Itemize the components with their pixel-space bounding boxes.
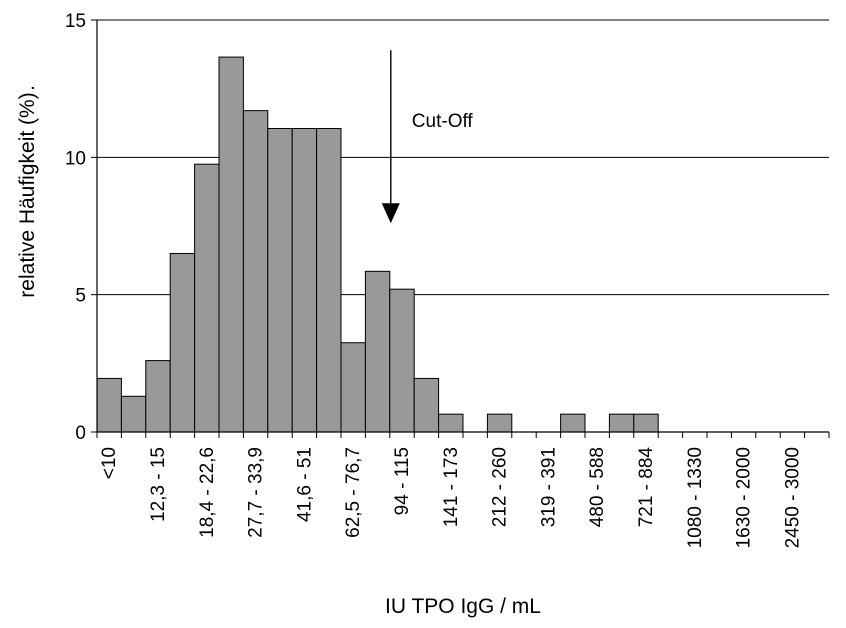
cut-off-annotation: Cut-Off [381,50,474,224]
x-tick-label-24: 1080 - 1330 [685,447,706,548]
bar-14 [438,413,464,433]
bar-4 [194,163,220,433]
x-tick-label-26: 1630 - 2000 [734,447,755,548]
y-tick-label-0: 0 [75,423,86,444]
x-tick-label-6: 27,7 - 33,9 [246,447,267,538]
x-axis-title: IU TPO IgG / mL [385,595,541,618]
x-tick-label-0: <10 [99,447,120,479]
bar-7 [267,127,293,433]
bar-1 [120,395,147,433]
bar-10 [340,342,366,433]
y-axis-title-suffix: . [16,85,39,91]
x-tick-label-14: 141 - 173 [441,447,462,527]
x-tick-label-8: 41,6 - 51 [294,447,315,522]
x-tick-label-12: 94 - 115 [392,447,413,515]
y-axis-title: relative Häufigkeit (%) [16,92,39,297]
bar-8 [291,127,318,433]
x-tick-label-22: 721 - 884 [636,447,657,528]
bar-13 [413,377,440,433]
x-tick-label-16: 212 - 260 [490,447,511,527]
bar-19 [560,413,586,433]
bar-6 [242,110,269,433]
cut-off-arrow-head [381,203,400,224]
bar-11 [364,270,391,433]
bar-5 [218,56,244,433]
bars [96,56,659,433]
x-axis-ticks: <10 12,3 - 15 18,4 - 22,6 27,7 - 33,9 41,6 -… [96,432,830,548]
bar-0 [96,377,122,433]
bar-3 [169,252,196,433]
bar-16 [486,413,513,433]
y-tick-label-5: 5 [75,286,86,307]
y-tick-label-15: 15 [65,11,86,32]
x-tick-label-20: 480 - 588 [587,447,608,527]
cut-off-label: Cut-Off [412,111,474,132]
bar-12 [389,288,415,433]
bar-21 [608,413,635,433]
x-tick-label-4: 18,4 - 22,6 [197,447,218,538]
y-tick-label-10: 10 [65,148,86,169]
y-axis-ticks: 0 5 10 15 [65,11,97,444]
x-tick-label-28: 2450 - 3000 [782,447,803,548]
bar-22 [633,413,659,433]
bar-2 [145,360,171,433]
x-tick-label-2: 12,3 - 15 [148,447,169,522]
x-tick-label-10: 62,5 - 76,7 [343,447,364,538]
bar-9 [316,127,342,433]
x-tick-label-18: 319 - 391 [538,447,559,527]
